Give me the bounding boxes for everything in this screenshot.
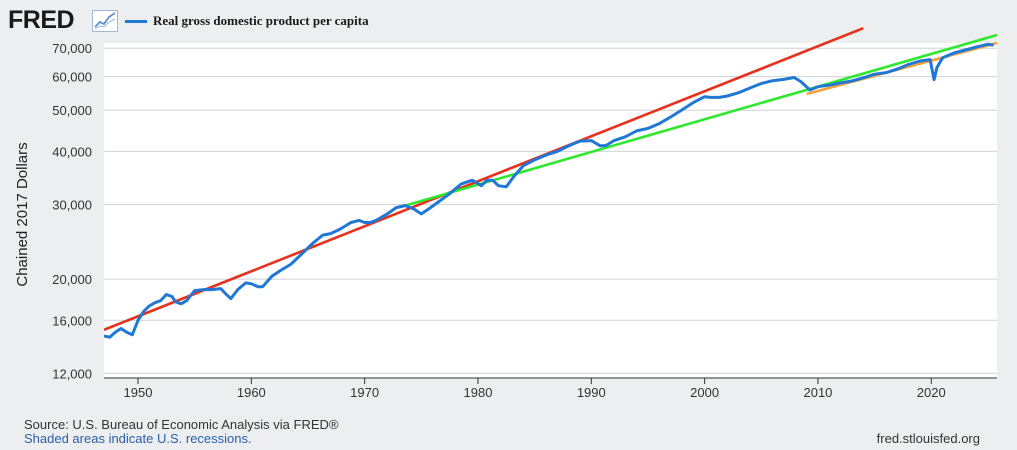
chart: 12,000 16,000 20,000 30,000 40,000 50,000 60,0… (14, 26, 998, 400)
y-tick-label: 50,000 (52, 103, 92, 118)
x-tick-label: 2020 (917, 385, 946, 400)
x-tick-label: 1970 (350, 385, 379, 400)
legend-label[interactable]: Real gross domestic product per capita (153, 13, 369, 28)
x-axis-ticks: 1950 1960 1970 1980 1990 2000 2010 2020 (124, 378, 946, 400)
y-axis-ticks: 12,000 16,000 20,000 30,000 40,000 50,000 60,0… (52, 41, 92, 381)
y-tick-label: 30,000 (52, 197, 92, 212)
plot-area (104, 43, 997, 378)
y-axis-label: Chained 2017 Dollars (14, 142, 31, 286)
y-tick-label: 20,000 (52, 272, 92, 287)
y-tick-label: 60,000 (52, 70, 92, 85)
x-tick-label: 1950 (124, 385, 153, 400)
source-note: Source: U.S. Bureau of Economic Analysis… (24, 417, 339, 432)
gdp-series-line (104, 42, 994, 339)
y-tick-label: 16,000 (52, 313, 92, 328)
legend-swatch (125, 19, 147, 23)
fred-url[interactable]: fred.stlouisfed.org (876, 431, 980, 446)
legend: Real gross domestic product per capita (125, 13, 369, 29)
grid-lines (104, 47, 997, 374)
y-tick-label: 70,000 (52, 41, 92, 56)
y-tick-label: 40,000 (52, 144, 92, 159)
trend-line-green (398, 33, 998, 209)
series-layer (104, 26, 998, 339)
x-tick-label: 1990 (577, 385, 606, 400)
recession-note[interactable]: Shaded areas indicate U.S. recessions. (24, 431, 252, 446)
x-tick-label: 2010 (803, 385, 832, 400)
chart-line-icon (92, 10, 118, 32)
x-tick-label: 2000 (690, 385, 719, 400)
chart-header: FRED Real gross domestic product per cap… (0, 0, 1017, 44)
x-tick-label: 1980 (464, 385, 493, 400)
y-tick-label: 12,000 (52, 366, 92, 381)
x-tick-label: 1960 (237, 385, 266, 400)
trend-line-red (104, 26, 864, 332)
fred-logo[interactable]: FRED (8, 6, 75, 34)
